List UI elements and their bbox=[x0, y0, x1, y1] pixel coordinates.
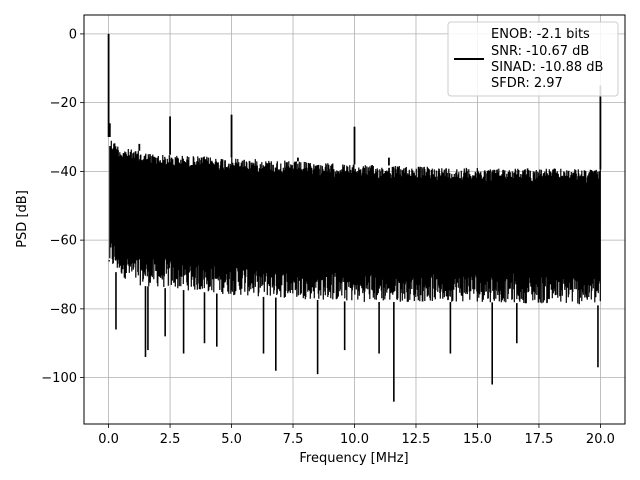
legend: ENOB: -2.1 bits SNR: -10.67 dB SINAD: -1… bbox=[447, 21, 619, 97]
x-tick-label: 17.5 bbox=[524, 432, 553, 447]
y-tick-label: −80 bbox=[50, 302, 77, 317]
y-tick-label: −20 bbox=[50, 96, 77, 111]
x-tick-label: 7.5 bbox=[283, 432, 304, 447]
psd-noise-band bbox=[109, 140, 601, 305]
x-axis-label: Frequency [MHz] bbox=[299, 451, 408, 466]
legend-box bbox=[447, 21, 619, 97]
x-tick-label: 5.0 bbox=[221, 432, 242, 447]
x-tick-label: 20.0 bbox=[586, 432, 615, 447]
x-tick-label: 15.0 bbox=[463, 432, 492, 447]
legend-sfdr: SFDR: 2.97 bbox=[491, 76, 563, 91]
legend-sinad: SINAD: -10.88 dB bbox=[491, 60, 603, 75]
legend-snr: SNR: -10.67 dB bbox=[491, 44, 589, 59]
y-tick-label: −40 bbox=[50, 165, 77, 180]
x-tick-label: 2.5 bbox=[160, 432, 181, 447]
psd-series bbox=[107, 33, 602, 402]
y-tick-label: −60 bbox=[50, 234, 77, 249]
legend-enob: ENOB: -2.1 bits bbox=[491, 27, 590, 42]
x-tick-label: 10.0 bbox=[340, 432, 369, 447]
x-tick-label: 12.5 bbox=[402, 432, 431, 447]
y-tick-label: −100 bbox=[41, 371, 77, 386]
y-tick-label: 0 bbox=[69, 27, 77, 42]
y-axis-label: PSD [dB] bbox=[15, 190, 30, 248]
x-axis-ticks: 0.0 2.5 5.0 7.5 10.0 12.5 15.0 17.5 20.0 bbox=[98, 424, 615, 447]
x-tick-label: 0.0 bbox=[98, 432, 119, 447]
y-axis-ticks: 0 −20 −40 −60 −80 −100 bbox=[41, 27, 84, 386]
